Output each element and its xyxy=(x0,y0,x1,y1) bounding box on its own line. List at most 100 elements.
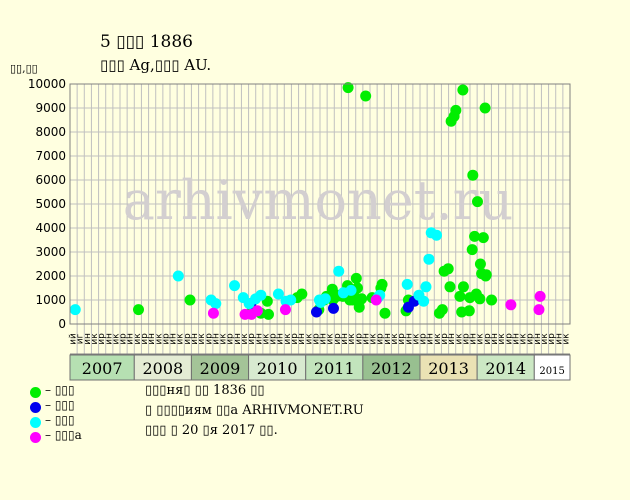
data-point xyxy=(379,307,391,319)
month-tick-label: ик xyxy=(197,333,207,345)
chart-grid xyxy=(70,84,570,354)
data-point xyxy=(423,253,435,265)
year-label: 2015 xyxy=(539,366,564,377)
year-band xyxy=(362,354,421,381)
y-tick-label: 2000 xyxy=(35,269,66,283)
data-point xyxy=(353,301,365,313)
data-point xyxy=(333,265,345,277)
data-point xyxy=(296,288,308,300)
data-point xyxy=(172,270,184,282)
month-tick-label: ир xyxy=(483,333,493,345)
month-tick-label: ин xyxy=(469,333,479,345)
data-point xyxy=(505,299,517,311)
year-band xyxy=(419,354,478,381)
month-tick-label: ин xyxy=(104,333,114,345)
data-point xyxy=(418,295,430,307)
y-tick-label: 0 xyxy=(58,317,66,331)
year-label: 2010 xyxy=(257,359,298,378)
data-point xyxy=(480,269,492,281)
chart-subtitle: ▯▯▯ Ag,▯▯▯ AU. xyxy=(100,56,212,74)
month-tick-label: ир xyxy=(376,333,386,345)
data-point xyxy=(347,294,359,306)
month-tick-label: ик xyxy=(519,333,529,345)
data-point xyxy=(431,229,443,241)
note-line: ▯▯▯ня▯ ▯▯ 1836 ▯▯ xyxy=(145,383,265,398)
data-point xyxy=(534,290,546,302)
data-point xyxy=(420,281,432,293)
month-tick-label: ик xyxy=(561,333,571,345)
month-tick-label: ик xyxy=(476,333,486,345)
data-point xyxy=(272,288,284,300)
data-point xyxy=(255,289,267,301)
month-tick-label: ик xyxy=(90,333,100,345)
data-point xyxy=(486,294,498,306)
x-axis: ийигиникириникириникириникириникириникир… xyxy=(69,333,571,381)
month-tick-label: ир xyxy=(354,333,364,345)
data-point xyxy=(474,258,486,270)
y-tick-label: 7000 xyxy=(35,149,66,163)
y-tick-label: 6000 xyxy=(35,173,66,187)
year-label: 2007 xyxy=(82,359,123,378)
month-tick-label: ир xyxy=(140,333,150,345)
data-point xyxy=(474,293,486,305)
month-tick-label: ик xyxy=(176,333,186,345)
chart-title: 5 ▯▯▯ 1886 xyxy=(100,32,193,52)
data-point xyxy=(376,278,388,290)
data-point xyxy=(210,298,222,310)
month-tick-label: ир xyxy=(247,333,257,345)
data-point xyxy=(360,90,372,102)
data-point xyxy=(342,82,354,94)
month-tick-label: ир xyxy=(269,333,279,345)
month-tick-label: ин xyxy=(276,333,286,345)
month-tick-label: ик xyxy=(283,333,293,345)
month-tick-label: ин xyxy=(340,333,350,345)
month-tick-label: ир xyxy=(419,333,429,345)
month-tick-label: ин xyxy=(426,333,436,345)
legend-label: – ▯▯▯ xyxy=(45,413,75,427)
month-tick-label: ир xyxy=(97,333,107,345)
month-tick-label: ин xyxy=(254,333,264,345)
data-point xyxy=(436,304,448,316)
year-band xyxy=(248,354,307,381)
note-line: ▯▯▯ ▯ 20 ▯я 2017 ▯▯. xyxy=(145,423,278,438)
month-tick-label: ир xyxy=(440,333,450,345)
month-tick-label: ир xyxy=(290,333,300,345)
month-tick-label: ин xyxy=(297,333,307,345)
legend-label: – ▯▯▯ xyxy=(45,383,75,397)
data-point xyxy=(469,230,481,242)
month-tick-label: ир xyxy=(526,333,536,345)
month-tick-label: ик xyxy=(411,333,421,345)
month-tick-label: ик xyxy=(369,333,379,345)
legend-label: – ▯▯▯ xyxy=(45,398,75,412)
month-tick-label: ин xyxy=(383,333,393,345)
data-point xyxy=(466,244,478,256)
data-point xyxy=(457,84,469,96)
month-tick-label: ик xyxy=(540,333,550,345)
month-tick-label: ир xyxy=(311,333,321,345)
month-tick-label: ик xyxy=(261,333,271,345)
year-band xyxy=(533,354,571,381)
data-point xyxy=(350,272,362,284)
y-tick-label: 4000 xyxy=(35,221,66,235)
data-point xyxy=(401,278,413,290)
data-point xyxy=(133,304,145,316)
month-tick-label: ик xyxy=(133,333,143,345)
data-point xyxy=(327,302,339,314)
month-tick-label: ий xyxy=(69,333,79,345)
month-tick-label: ик xyxy=(154,333,164,345)
plot-frame xyxy=(69,83,571,325)
month-tick-label: ин xyxy=(490,333,500,345)
legend-dot-magenta xyxy=(30,432,41,443)
data-point xyxy=(450,104,462,116)
month-tick-label: ик xyxy=(219,333,229,345)
month-tick-label: ир xyxy=(461,333,471,345)
data-point xyxy=(463,305,475,317)
year-band xyxy=(190,354,250,381)
legend-dot-cyan xyxy=(30,417,41,428)
year-label: 2014 xyxy=(485,359,526,378)
data-point xyxy=(251,305,263,317)
data-points xyxy=(69,82,546,320)
data-point xyxy=(471,196,483,208)
note-line: ▯ ▯▯▯▯иям ▯▯а ARHIVMONET.RU xyxy=(145,403,364,418)
month-tick-label: ин xyxy=(126,333,136,345)
